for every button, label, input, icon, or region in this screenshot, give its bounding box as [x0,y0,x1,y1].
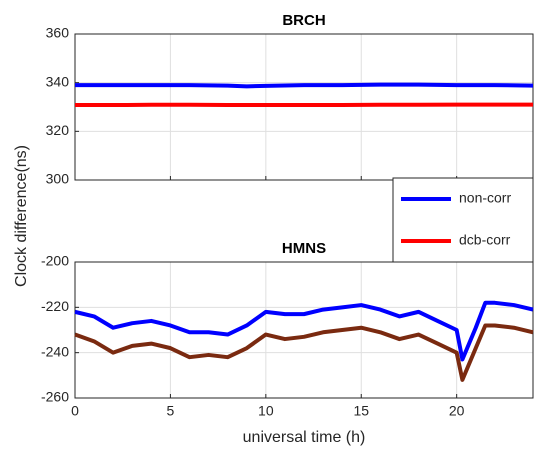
axes-frame [74,261,534,399]
y-tick-label: 300 [46,171,70,187]
x-tick-label: 5 [167,403,175,419]
y-tick-label: 320 [46,122,70,138]
y-tick-label: -220 [41,298,69,314]
series-line [75,82,534,89]
y-tick-label: -200 [41,253,69,269]
y-tick-label: -260 [41,389,69,405]
series-line [74,300,534,362]
y-axis-label: Clock difference(ns) [13,145,30,287]
chart-title: HMNS [282,240,326,257]
x-tick-label: 15 [353,403,369,419]
series-line [74,323,534,382]
x-axis-label: universal time (h) [243,429,366,446]
legend-box [392,177,534,263]
y-tick-label: 340 [46,73,70,89]
legend-label: dcb-corr [459,232,511,248]
x-tick-label: 0 [71,403,79,419]
legend-label: non-corr [459,190,511,206]
x-tick-label: 20 [449,403,465,419]
y-tick-label: 360 [46,25,70,41]
x-tick-label: 10 [258,403,274,419]
chart-title: BRCH [282,12,325,29]
y-tick-label: -240 [41,343,69,359]
